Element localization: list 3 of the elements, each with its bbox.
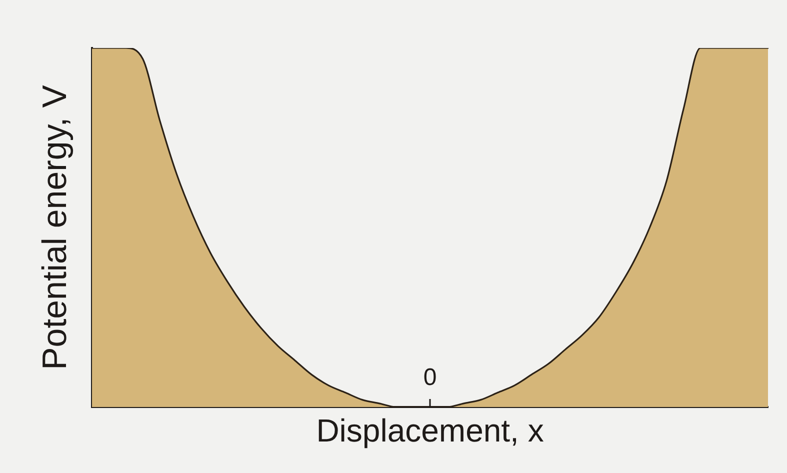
y-axis-title: Potential energy, V — [36, 84, 74, 370]
x-axis-title: Displacement, x — [316, 412, 544, 449]
annotation: 0 — [423, 364, 437, 391]
